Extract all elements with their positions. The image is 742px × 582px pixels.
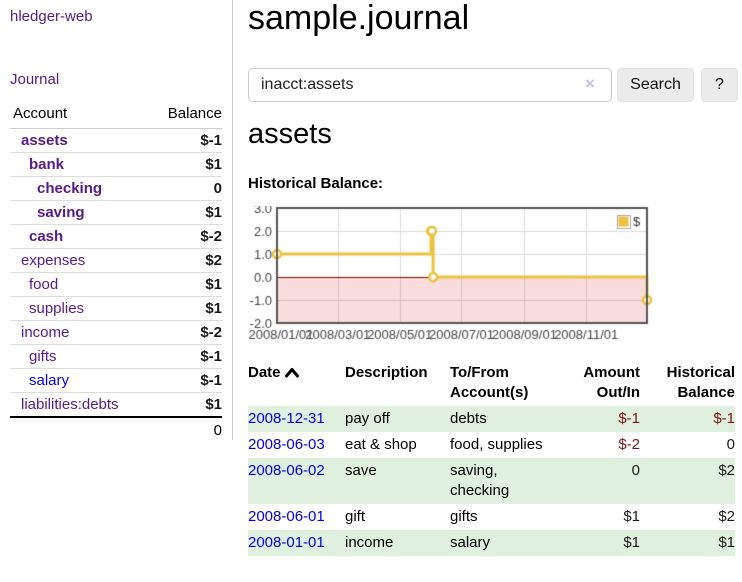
register-row: 2008-06-02 save saving, checking 0 $2 (248, 458, 735, 504)
account-row: income $-2 (10, 320, 222, 345)
account-link[interactable]: liabilities:debts (21, 396, 119, 413)
account-link[interactable]: salary (29, 372, 70, 389)
account-row: assets $-1 (10, 128, 222, 153)
accounts-tbody: assets $-1 bank $1 checking 0 saving $1 cash $-2 e… (10, 128, 222, 418)
transaction-amount: $1 (623, 534, 640, 551)
accounts-total-balance: 0 (151, 416, 222, 443)
transaction-amount: $1 (623, 508, 640, 525)
account-link[interactable]: income (21, 324, 70, 341)
account-link[interactable]: assets (21, 132, 68, 149)
register-header-balance: Historical Balance (666, 364, 735, 401)
transaction-amount: $-2 (618, 436, 640, 453)
page-title: sample.journal (248, 0, 470, 37)
account-link[interactable]: food (29, 276, 59, 293)
register-header-accounts: To/From Account(s) (450, 364, 529, 401)
transaction-description: save (345, 462, 377, 479)
transaction-description: gift (345, 508, 366, 525)
account-row: cash $-2 (10, 224, 222, 249)
register-row: 2008-06-03 eat & shop food, supplies $-2 0 (248, 432, 735, 458)
transaction-amount: $-1 (618, 410, 640, 427)
account-balance: $-1 (151, 128, 222, 153)
register-table: Date Description To/From Account(s) Amou… (248, 360, 735, 556)
account-link[interactable]: cash (29, 228, 64, 245)
sidebar-item-journal[interactable]: Journal (10, 71, 60, 88)
app-brand-link[interactable]: hledger-web (10, 8, 93, 25)
account-row: salary $-1 (10, 368, 222, 393)
account-row: gifts $-1 (10, 344, 222, 369)
transaction-accounts: debts (450, 410, 487, 427)
sort-ascending-icon (284, 368, 299, 378)
account-link[interactable]: expenses (21, 252, 86, 269)
account-heading: assets (248, 118, 332, 150)
transaction-date-link[interactable]: 2008-06-02 (248, 462, 325, 479)
account-balance: $1 (151, 296, 222, 321)
register-header-description: Description (345, 364, 428, 381)
chart-title: Historical Balance: (248, 175, 384, 192)
account-row: bank $1 (10, 152, 222, 177)
help-button[interactable]: ? (701, 68, 738, 102)
accounts-header-account: Account (10, 100, 152, 129)
transaction-description: income (345, 534, 394, 551)
transaction-description: eat & shop (345, 436, 417, 453)
transaction-date-link[interactable]: 2008-01-01 (248, 534, 325, 551)
register-header-amount: Amount Out/In (583, 364, 640, 401)
account-link[interactable]: gifts (29, 348, 57, 365)
register-header-date[interactable]: Date (248, 360, 345, 406)
account-balance: $-1 (151, 344, 222, 369)
transaction-balance: 0 (726, 436, 735, 453)
account-row: supplies $1 (10, 296, 222, 321)
register-row: 2008-12-31 pay off debts $-1 $-1 (248, 406, 735, 432)
transaction-accounts: saving, checking (450, 462, 510, 499)
transaction-date-link[interactable]: 2008-12-31 (248, 410, 325, 427)
accounts-header-balance: Balance (151, 100, 222, 129)
register-row: 2008-01-01 income salary $1 $1 (248, 530, 735, 556)
search-bar: × Search ? (248, 68, 742, 102)
transaction-accounts: gifts (450, 508, 478, 525)
account-link[interactable]: checking (37, 180, 103, 197)
account-balance: $-2 (151, 320, 222, 345)
transaction-balance: $1 (718, 534, 735, 551)
account-balance: $1 (151, 200, 222, 225)
transaction-balance: $2 (718, 508, 735, 525)
accounts-table: Account Balance assets $-1 bank $1 checking 0… (10, 100, 222, 443)
register-row: 2008-06-01 gift gifts $1 $2 (248, 504, 735, 530)
account-balance: $2 (151, 248, 222, 273)
account-link[interactable]: saving (37, 204, 85, 221)
account-row: checking 0 (10, 176, 222, 201)
sidebar: hledger-web Journal Account Balance asse… (0, 0, 233, 443)
account-row: liabilities:debts $1 (10, 392, 222, 418)
register-header-row: Date Description To/From Account(s) Amou… (248, 360, 735, 406)
account-balance: $-1 (151, 368, 222, 393)
clear-search-icon[interactable]: × (585, 74, 595, 93)
search-input[interactable] (248, 68, 612, 102)
main-content: sample.journal × Search ? assets Histori… (248, 0, 742, 582)
account-row: food $1 (10, 272, 222, 297)
transaction-date-link[interactable]: 2008-06-01 (248, 508, 325, 525)
transaction-balance: $2 (718, 462, 735, 479)
account-balance: 0 (151, 176, 222, 201)
historical-balance-chart (248, 206, 656, 348)
account-balance: $1 (151, 152, 222, 177)
account-balance: $-2 (151, 224, 222, 249)
account-row: expenses $2 (10, 248, 222, 273)
transaction-description: pay off (345, 410, 390, 427)
account-link[interactable]: supplies (29, 300, 85, 317)
register-tbody: 2008-12-31 pay off debts $-1 $-1 2008-06-03 ea… (248, 406, 735, 556)
account-row: saving $1 (10, 200, 222, 225)
accounts-total-row: 0 (10, 416, 222, 443)
search-button[interactable]: Search (617, 68, 694, 102)
transaction-accounts: food, supplies (450, 436, 543, 453)
transaction-amount: 0 (631, 462, 640, 479)
account-balance: $1 (151, 392, 222, 418)
accounts-header-row: Account Balance (10, 100, 222, 129)
transaction-accounts: salary (450, 534, 491, 551)
account-link[interactable]: bank (29, 156, 65, 173)
transaction-date-link[interactable]: 2008-06-03 (248, 436, 325, 453)
transaction-balance: $-1 (713, 410, 735, 427)
account-balance: $1 (151, 272, 222, 297)
